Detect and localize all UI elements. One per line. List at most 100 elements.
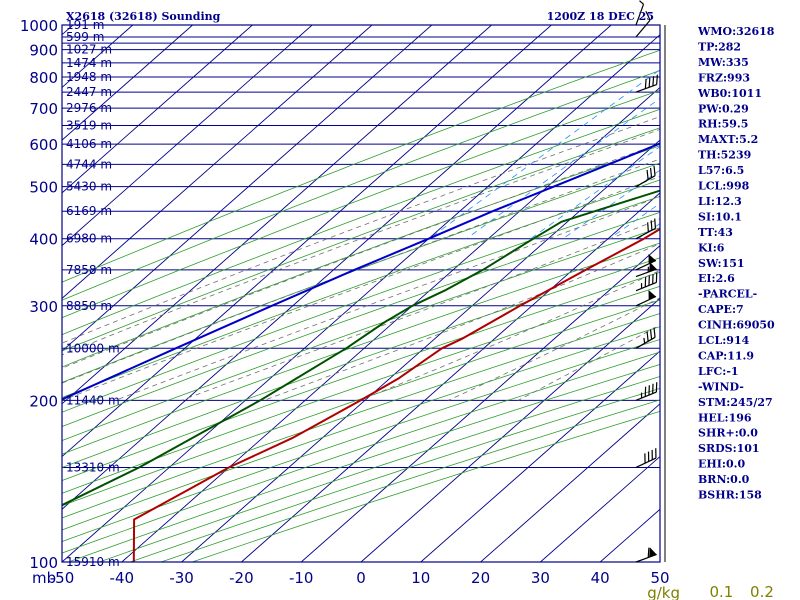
temperature-trace — [132, 227, 660, 562]
dry-adiabat-line — [62, 211, 660, 428]
moist-adiabat-line — [62, 176, 660, 401]
dry-adiabat-line — [62, 162, 660, 383]
index-entry: LFC:-1 — [698, 365, 739, 378]
mixing-ratio-unit-label: g/kg — [647, 584, 680, 600]
dry-adiabat-line — [62, 49, 660, 283]
index-entry: SW:151 — [698, 257, 745, 270]
mixing-ratio-line — [530, 146, 660, 240]
pressure-tick-label: 100 — [29, 554, 58, 572]
pressure-tick-label: 400 — [29, 231, 58, 249]
height-label: 3519 m — [66, 118, 112, 132]
pressure-tick-label: 800 — [29, 69, 58, 87]
dewpoint-trace — [62, 189, 660, 507]
temperature-tick-label: 20 — [471, 569, 490, 587]
temperature-tick-label: 40 — [591, 569, 610, 587]
isotherm-line — [62, 25, 552, 458]
pressure-tick-label: 600 — [29, 136, 58, 154]
wind-barb — [635, 165, 656, 188]
dry-adiabat-line — [62, 145, 660, 368]
plot-frame — [61, 24, 661, 563]
index-entry: SI:10.1 — [698, 210, 742, 223]
station-title: X2618 (32618) Sounding — [66, 10, 221, 23]
temperature-tick-label: -40 — [110, 569, 135, 587]
wind-barb — [635, 0, 645, 26]
isotherm-line — [241, 192, 660, 562]
temperature-tick-label: 30 — [531, 569, 550, 587]
pressure-tick-label: 1000 — [20, 17, 58, 35]
index-entry: BSHR:158 — [698, 489, 762, 502]
pressure-tick-label: 500 — [29, 179, 58, 197]
isotherm-line — [62, 25, 373, 299]
index-entry: TP:282 — [698, 40, 741, 53]
moist-adiabat-line — [181, 218, 660, 401]
dry-adiabat-line — [62, 313, 660, 519]
wind-barb — [635, 327, 656, 349]
index-entry: L57:6.5 — [698, 164, 744, 177]
mixing-ratio-line — [466, 97, 660, 240]
height-label: 1474 m — [66, 56, 112, 70]
dry-adiabat-line — [62, 242, 660, 455]
chart-profiles — [62, 142, 660, 562]
temperature-tick-label: 10 — [411, 569, 430, 587]
chart-labels: X2618 (32618) Sounding 1200Z 18 DEC 25 m… — [20, 10, 774, 600]
index-entry: BRN:0.0 — [698, 473, 750, 486]
pressure-tick-label: 700 — [29, 100, 58, 118]
sounding-time: 1200Z 18 DEC 25 — [547, 10, 654, 23]
mixing-ratio-label: 0.1 — [709, 583, 733, 600]
height-label: 8850 m — [66, 299, 112, 313]
pressure-tick-label: 200 — [29, 392, 58, 410]
isotherm-line — [121, 86, 660, 562]
wind-barb — [635, 448, 657, 468]
index-entry: EI:2.6 — [698, 272, 735, 285]
height-label: 4744 m — [66, 157, 112, 171]
temperature-tick-label: -50 — [50, 569, 75, 587]
isotherm-line — [62, 25, 492, 405]
index-entry: CAPE:7 — [698, 303, 744, 316]
height-label: 15910 m — [66, 555, 120, 569]
index-entry: MW:335 — [698, 56, 749, 69]
isotherm-line — [540, 455, 660, 562]
height-label: 191 m — [66, 18, 104, 32]
index-entry: LCL:914 — [698, 334, 750, 347]
isotherm-line — [62, 25, 193, 141]
index-entry: -PARCEL- — [698, 288, 757, 301]
dry-adiabat-line — [62, 108, 660, 336]
index-entry: MAXT:5.2 — [698, 133, 758, 146]
height-label: 4106 m — [66, 137, 112, 151]
index-entry: TT:43 — [698, 226, 733, 239]
height-label: 1027 m — [66, 43, 112, 57]
height-label: 6980 m — [66, 232, 112, 246]
moist-adiabat-line — [62, 158, 660, 384]
temperature-tick-label: -20 — [229, 569, 254, 587]
index-entry: CAP:11.9 — [698, 349, 754, 362]
dry-adiabat-line — [62, 89, 660, 319]
isotherm-line — [62, 25, 612, 510]
index-entry: SRDS:101 — [698, 442, 760, 455]
moist-adiabat-line — [115, 195, 660, 401]
dry-adiabat-line — [62, 299, 660, 507]
wind-barb — [635, 254, 657, 271]
temperature-tick-label: -10 — [289, 569, 314, 587]
isotherm-line — [300, 245, 660, 562]
index-entry: TH:5239 — [698, 149, 751, 162]
index-entry: STM:245/27 — [698, 396, 773, 409]
height-label: 10000 m — [66, 341, 120, 355]
index-entry: CINH:69050 — [698, 319, 775, 332]
dry-adiabat-line — [62, 271, 660, 481]
wind-barb — [635, 218, 657, 240]
wind-barb — [635, 547, 657, 563]
wind-barb — [635, 382, 658, 401]
index-entry: WMO:32618 — [697, 25, 775, 38]
dry-adiabat-line — [62, 227, 660, 441]
pressure-tick-label: 300 — [29, 298, 58, 316]
moist-adiabat-line — [62, 116, 660, 344]
mixing-ratio-label: 0.2 — [750, 583, 774, 600]
mixing-ratio-line — [789, 25, 800, 239]
dry-adiabat-line — [62, 326, 660, 531]
temperature-tick-label: 50 — [650, 569, 669, 587]
dry-adiabat-line — [62, 127, 660, 352]
height-label: 1948 m — [66, 70, 112, 84]
height-label: 7858 m — [66, 263, 112, 277]
height-label: 2447 m — [66, 85, 112, 99]
